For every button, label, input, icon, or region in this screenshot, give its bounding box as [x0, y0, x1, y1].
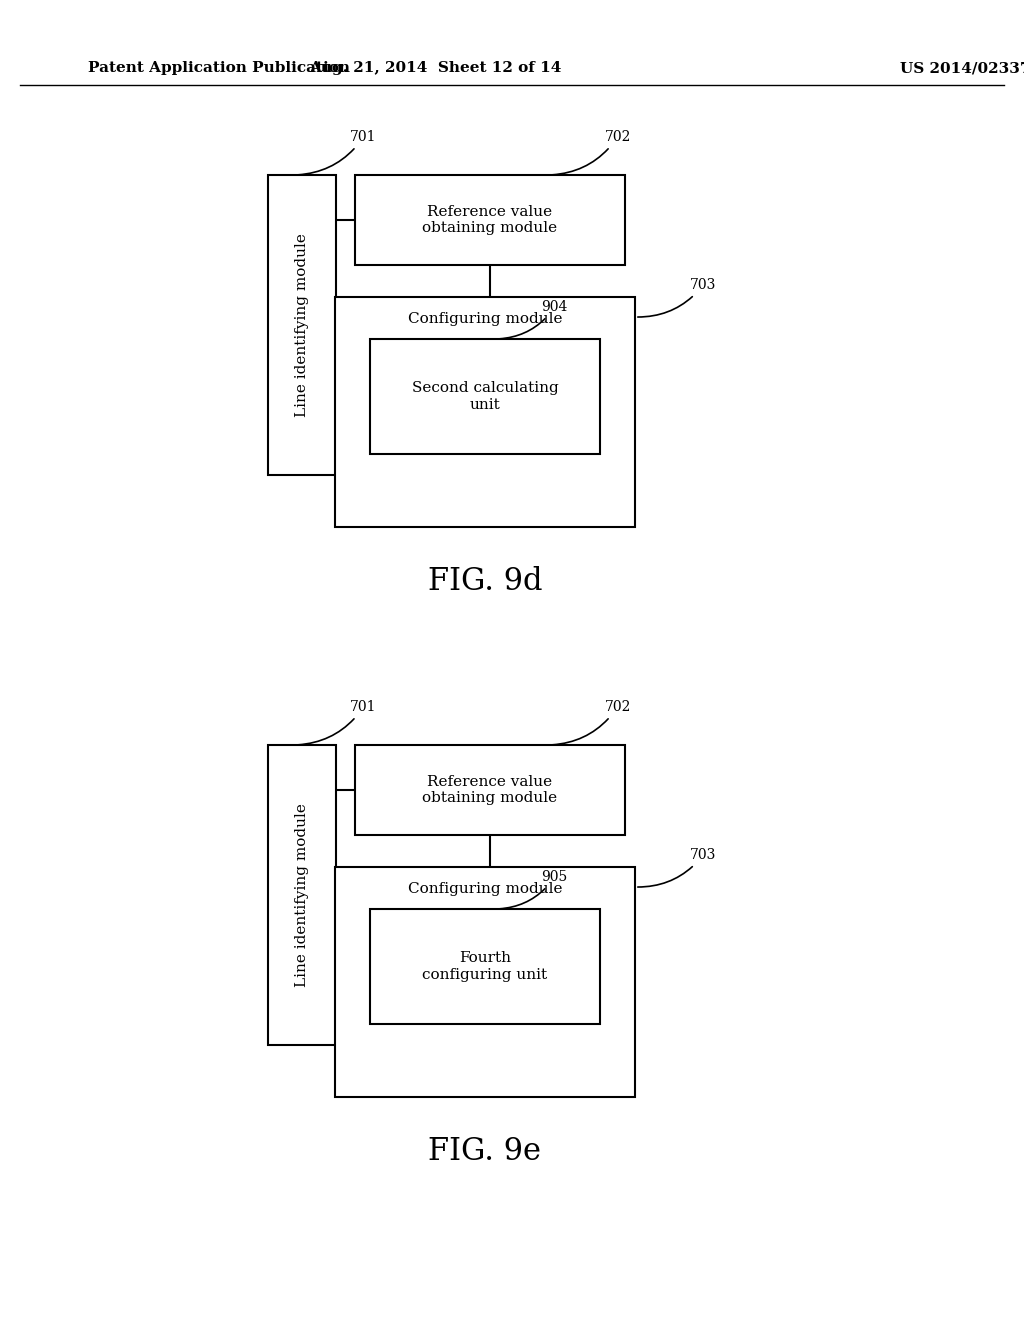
Text: 702: 702 [552, 700, 631, 744]
Text: 703: 703 [638, 279, 717, 317]
Text: Reference value
obtaining module: Reference value obtaining module [423, 205, 557, 235]
Text: Aug. 21, 2014  Sheet 12 of 14: Aug. 21, 2014 Sheet 12 of 14 [309, 61, 561, 75]
Bar [335, 867, 635, 1097]
Bar [355, 744, 625, 836]
Text: Patent Application Publication: Patent Application Publication [88, 61, 350, 75]
Text: Line identifying module: Line identifying module [295, 803, 309, 987]
Text: Line identifying module: Line identifying module [295, 234, 309, 417]
Text: 703: 703 [638, 847, 717, 887]
Text: Reference value
obtaining module: Reference value obtaining module [423, 775, 557, 805]
Bar [355, 176, 625, 265]
Text: FIG. 9e: FIG. 9e [428, 1137, 542, 1167]
Bar [268, 744, 336, 1045]
Text: 701: 701 [298, 129, 377, 174]
Text: FIG. 9d: FIG. 9d [428, 566, 543, 598]
Text: Configuring module: Configuring module [408, 882, 562, 896]
Text: 701: 701 [298, 700, 377, 744]
Text: Fourth
configuring unit: Fourth configuring unit [423, 952, 548, 982]
Text: 904: 904 [500, 300, 568, 339]
Text: US 2014/0233710 A1: US 2014/0233710 A1 [900, 61, 1024, 75]
Bar [335, 297, 635, 527]
Text: 905: 905 [500, 870, 567, 909]
Bar [370, 909, 600, 1024]
Text: 702: 702 [552, 129, 631, 174]
Bar [370, 339, 600, 454]
Text: Configuring module: Configuring module [408, 312, 562, 326]
Bar [268, 176, 336, 475]
Text: Second calculating
unit: Second calculating unit [412, 381, 558, 412]
